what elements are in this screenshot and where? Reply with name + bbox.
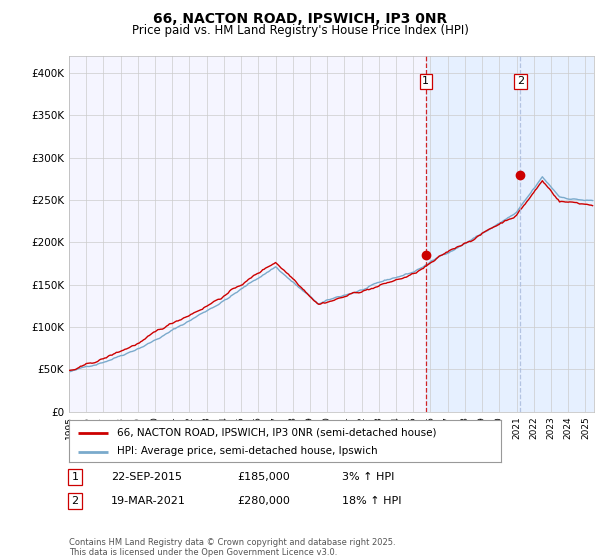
Text: 3% ↑ HPI: 3% ↑ HPI (342, 472, 394, 482)
Text: 1: 1 (71, 472, 79, 482)
Text: 66, NACTON ROAD, IPSWICH, IP3 0NR (semi-detached house): 66, NACTON ROAD, IPSWICH, IP3 0NR (semi-… (116, 428, 436, 437)
Bar (426, 56, 594, 412)
Text: Contains HM Land Registry data © Crown copyright and database right 2025.
This d: Contains HM Land Registry data © Crown c… (69, 538, 395, 557)
Text: £280,000: £280,000 (237, 496, 290, 506)
Text: 1: 1 (422, 76, 430, 86)
Text: Price paid vs. HM Land Registry's House Price Index (HPI): Price paid vs. HM Land Registry's House … (131, 24, 469, 36)
Text: £185,000: £185,000 (237, 472, 290, 482)
Text: 2: 2 (71, 496, 79, 506)
Text: 22-SEP-2015: 22-SEP-2015 (111, 472, 182, 482)
Text: 2: 2 (517, 76, 524, 86)
Text: 19-MAR-2021: 19-MAR-2021 (111, 496, 186, 506)
Text: HPI: Average price, semi-detached house, Ipswich: HPI: Average price, semi-detached house,… (116, 446, 377, 456)
Text: 18% ↑ HPI: 18% ↑ HPI (342, 496, 401, 506)
Text: 66, NACTON ROAD, IPSWICH, IP3 0NR: 66, NACTON ROAD, IPSWICH, IP3 0NR (153, 12, 447, 26)
